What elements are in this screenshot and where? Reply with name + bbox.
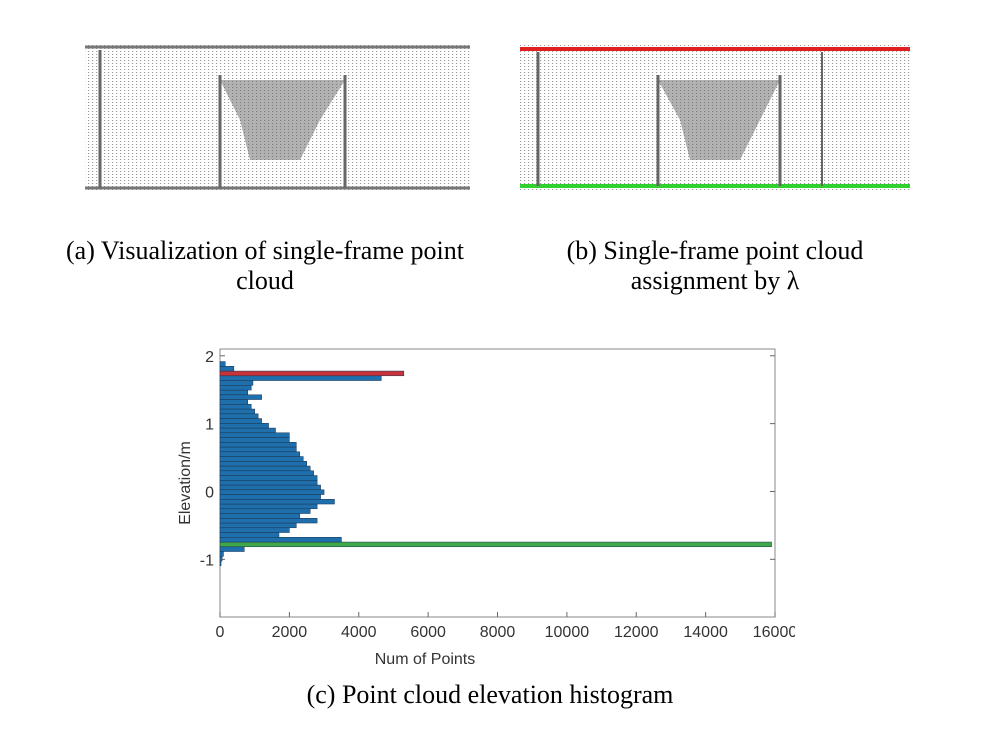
bar [219, 380, 254, 386]
caption-c: (c) Point cloud elevation histogram [306, 680, 674, 709]
x-tick-label: 16000 [753, 624, 798, 641]
y-axis-label: Elevation/m [177, 441, 194, 525]
bar [219, 470, 314, 476]
bar [219, 461, 307, 467]
caption-a: (a) Visualization of single-frame point … [66, 236, 464, 295]
y-tick-label: 2 [205, 349, 214, 366]
bar [219, 370, 405, 377]
bar [219, 537, 342, 543]
bar [219, 446, 297, 453]
bar [219, 361, 226, 367]
bar [219, 508, 311, 514]
bar [219, 451, 301, 457]
y-tick-label: -1 [200, 552, 214, 569]
x-tick-label: 0 [216, 624, 225, 641]
bar [219, 394, 262, 400]
x-tick-label: 2000 [272, 624, 308, 641]
bar [219, 389, 248, 396]
x-axis-label: Num of Points [375, 651, 475, 668]
bar [219, 546, 245, 552]
y-tick-label: 1 [205, 417, 214, 434]
bar [219, 385, 252, 391]
bar [219, 432, 290, 438]
bar [219, 541, 772, 548]
bar [219, 375, 382, 381]
bar [219, 408, 255, 415]
bar [219, 413, 259, 419]
bar [219, 522, 297, 529]
bar [219, 560, 222, 567]
bar [219, 484, 321, 491]
x-tick-label: 10000 [545, 624, 590, 641]
bar [219, 366, 235, 372]
bar [219, 399, 248, 405]
bar [219, 551, 224, 557]
x-tick-label: 8000 [480, 624, 516, 641]
bar [219, 404, 252, 410]
caption-b: (b) Single-frame point cloud assignment … [566, 236, 864, 295]
bar [219, 442, 297, 448]
bar [219, 494, 321, 500]
bar [219, 527, 290, 533]
bar [219, 475, 318, 481]
x-tick-label: 14000 [683, 624, 728, 641]
bar [219, 427, 276, 434]
x-tick-label: 12000 [614, 624, 659, 641]
bar [219, 418, 262, 424]
x-tick-label: 6000 [410, 624, 446, 641]
bar [219, 423, 269, 429]
bar [219, 556, 223, 562]
bar [219, 503, 318, 510]
point-cloud-b [520, 45, 910, 190]
bar [219, 499, 335, 505]
bar [219, 480, 318, 486]
bar [219, 513, 301, 519]
point-cloud-a [85, 45, 470, 190]
x-tick-label: 4000 [341, 624, 377, 641]
y-tick-label: 0 [205, 484, 214, 501]
plot: 0 2000 4000 6000 8000 10000 12000 14000 16000 -1 0… [200, 349, 798, 641]
bar [219, 437, 290, 443]
bar [219, 532, 280, 538]
bar [219, 456, 304, 462]
bar [219, 465, 311, 472]
bar [219, 518, 318, 524]
bar [219, 489, 325, 495]
